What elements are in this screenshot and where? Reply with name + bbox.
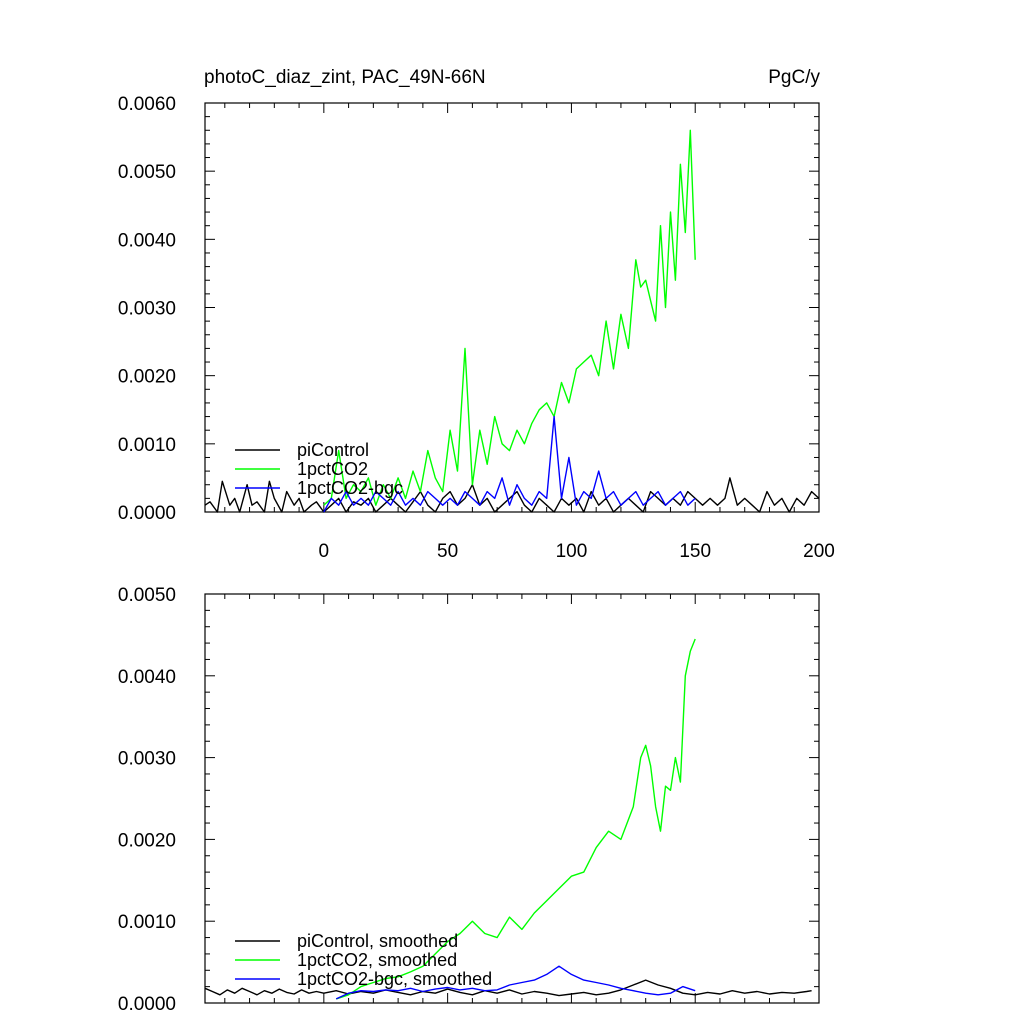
y-tick-label: 0.0000 [118, 994, 176, 1015]
legend-label: 1pctCO2-bgc, smoothed [297, 969, 492, 989]
units-label: PgC/y [768, 67, 820, 88]
y-tick-label: 0.0060 [118, 94, 176, 115]
series-line-picontrol [204, 477, 820, 513]
y-tick-label: 0.0030 [118, 299, 176, 320]
series-line-picontrol-smoothed [204, 979, 812, 997]
y-tick-label: 0.0040 [118, 230, 176, 251]
legend-label: piControl [297, 440, 369, 460]
y-tick-label: 0.0010 [118, 435, 176, 456]
x-tick-label: 100 [556, 541, 588, 562]
y-tick-label: 0.0050 [118, 585, 176, 606]
y-tick-label: 0.0040 [118, 667, 176, 688]
series-line-1pctco2-bgc-smoothed [335, 965, 696, 1000]
y-tick-label: 0.0000 [118, 503, 176, 524]
series-line-1pctco2-bgc [323, 415, 696, 513]
legend-label: 1pctCO2 [297, 459, 368, 479]
series-line-1pctco2 [323, 129, 696, 506]
top-panel: photoC_diaz_zint, PAC_49N-66N PgC/y 0 50 1… [118, 67, 835, 562]
legend-label: 1pctCO2-bgc [297, 478, 403, 498]
y-tick-label: 0.0020 [118, 367, 176, 388]
x-tick-label: 150 [679, 541, 711, 562]
y-tick-label: 0.0050 [118, 162, 176, 183]
x-tick-label: 0 [319, 541, 330, 562]
chart-title: photoC_diaz_zint, PAC_49N-66N [204, 67, 486, 88]
y-tick-label: 0.0010 [118, 912, 176, 933]
bottom-panel: 0.0000 0.0010 0.0020 0.0030 0.0040 0.0050 piCo… [118, 585, 820, 1015]
legend-label: piControl, smoothed [297, 931, 458, 951]
x-tick-label: 50 [437, 541, 458, 562]
legend-label: 1pctCO2, smoothed [297, 950, 457, 970]
x-tick-label: 200 [803, 541, 835, 562]
series-line-1pctco2-smoothed [335, 638, 696, 1000]
y-tick-label: 0.0020 [118, 830, 176, 851]
plot-frame [204, 593, 820, 1004]
y-tick-label: 0.0030 [118, 749, 176, 770]
